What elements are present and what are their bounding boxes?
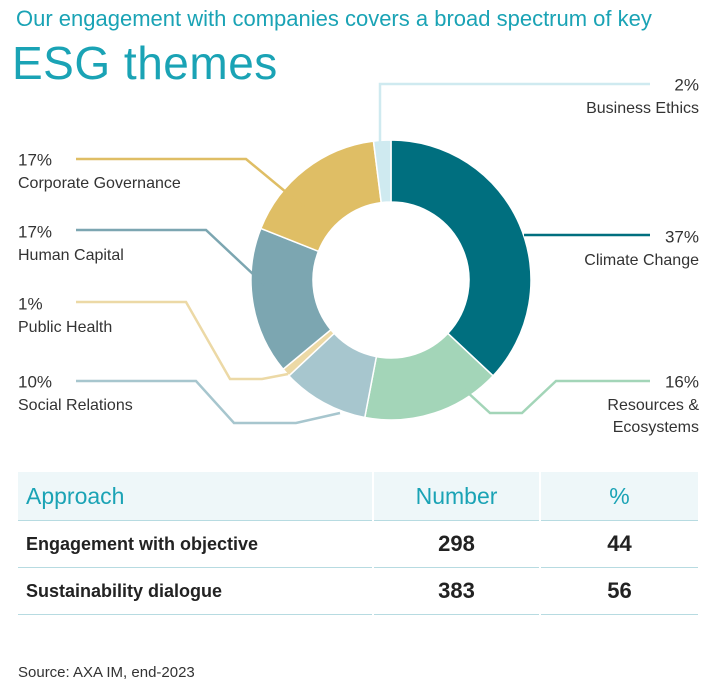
pct-label-business-ethics: 2% <box>674 75 699 94</box>
name-label-resources-ecosystems: Ecosystems <box>613 419 699 436</box>
cell-number: 383 <box>372 567 540 615</box>
name-label-climate-change: Climate Change <box>584 252 699 269</box>
donut-chart: 37% Climate Change 16% Resources & Ecosystem… <box>18 75 699 436</box>
leader-line-business-ethics <box>378 82 650 148</box>
cell-approach: Sustainability dialogue <box>18 567 373 615</box>
pct-label-resources-ecosystems: 16% <box>665 372 699 391</box>
leader-line-public-health <box>76 300 289 381</box>
name-label-corporate-governance: Corporate Governance <box>18 175 181 192</box>
table-row: Sustainability dialogue 383 56 <box>18 567 698 615</box>
engagement-table: Approach Number % Engagement with object… <box>18 472 698 615</box>
pct-label-corporate-governance: 17% <box>18 150 52 169</box>
pct-label-climate-change: 37% <box>665 227 699 246</box>
header-percent: % <box>539 472 698 521</box>
header-approach: Approach <box>18 472 373 521</box>
cell-approach: Engagement with objective <box>18 520 373 568</box>
leader-line-corporate-governance <box>76 157 305 208</box>
pct-label-human-capital: 17% <box>18 222 52 241</box>
cell-number: 298 <box>372 520 540 568</box>
leader-line-human-capital <box>76 228 271 291</box>
slice-climate-change <box>390 139 532 377</box>
cell-percent: 56 <box>539 567 698 615</box>
chart-subtitle: Our engagement with companies covers a b… <box>16 6 652 31</box>
leader-line-resources-ecosystems <box>452 378 650 415</box>
name-label-resources-ecosystems: Resources & <box>607 397 699 414</box>
name-label-human-capital: Human Capital <box>18 247 124 264</box>
table-row: Engagement with objective 298 44 <box>18 520 698 568</box>
name-label-social-relations: Social Relations <box>18 397 133 414</box>
chart-title: ESG themes <box>12 37 278 89</box>
source-note: Source: AXA IM, end-2023 <box>18 664 195 681</box>
table-header-row: Approach Number % <box>18 472 698 521</box>
pct-label-social-relations: 10% <box>18 372 52 391</box>
slice-corporate-governance <box>259 140 383 253</box>
leader-line-social-relations <box>76 379 341 425</box>
pct-label-public-health: 1% <box>18 294 43 313</box>
name-label-business-ethics: Business Ethics <box>586 100 699 117</box>
header-number: Number <box>372 472 540 521</box>
name-label-public-health: Public Health <box>18 319 112 336</box>
cell-percent: 44 <box>539 520 698 568</box>
